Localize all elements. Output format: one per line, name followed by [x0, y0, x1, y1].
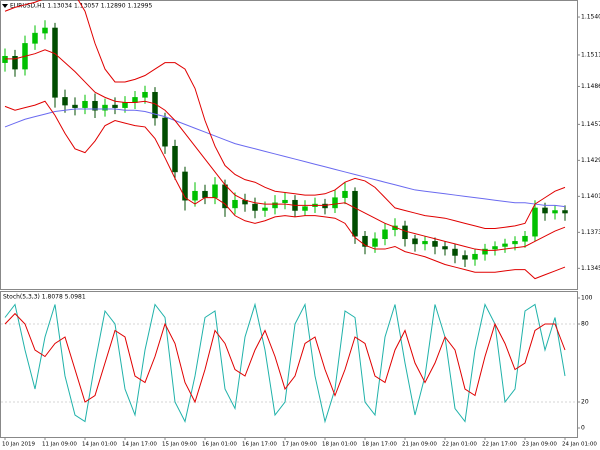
line: [4, 108, 566, 208]
candle-body: [562, 210, 568, 214]
x-tick-label: 11 Jan 09:00: [42, 442, 77, 448]
candle-body: [162, 117, 168, 147]
candle-body: [482, 248, 488, 255]
candle-body: [72, 104, 78, 108]
candle-body: [502, 243, 508, 247]
candle-body: [472, 253, 478, 260]
candle-body: [332, 197, 338, 209]
candle-body: [402, 225, 408, 240]
y-tick-label: 80: [581, 321, 589, 328]
x-tick-label: 18 Jan 01:00: [322, 442, 357, 448]
stoch-panel: [0, 291, 578, 438]
candle-body: [542, 207, 548, 214]
x-tick-label: 14 Jan 17:00: [122, 442, 157, 448]
candle-body: [302, 206, 308, 211]
candle-body: [232, 199, 238, 209]
collapse-icon[interactable]: [2, 4, 8, 8]
x-tick-label: 16 Jan 01:00: [202, 442, 237, 448]
candle-body: [62, 97, 68, 106]
x-tick-label: 21 Jan 09:00: [402, 442, 437, 448]
candle-body: [252, 203, 258, 211]
candle-body: [262, 207, 268, 211]
y-tick-label: 100: [581, 295, 593, 302]
candle-body: [122, 102, 128, 108]
candle-body: [322, 203, 328, 209]
y-tick-label: 1.13450: [581, 265, 600, 272]
x-tick-label: 22 Jan 01:00: [442, 442, 477, 448]
candle-body: [462, 255, 468, 260]
x-tick-label: 24 Jan 01:00: [562, 442, 597, 448]
candle-body: [442, 246, 448, 250]
line: [4, 0, 566, 229]
line: [4, 100, 566, 280]
candle-body: [212, 184, 218, 198]
line: [4, 312, 566, 404]
candle-body: [362, 235, 368, 247]
y-tick-label: 1.15405: [581, 14, 600, 21]
candle-body: [2, 55, 8, 63]
x-tick-label: 15 Jan 09:00: [162, 442, 197, 448]
candle-body: [52, 27, 58, 98]
x-tick-label: 16 Jan 17:00: [242, 442, 277, 448]
candle-body: [12, 55, 18, 70]
candle-body: [532, 207, 538, 237]
candle-body: [172, 145, 178, 173]
candle-body: [182, 171, 188, 201]
y-tick-label: 1.14010: [581, 193, 600, 200]
y-tick-label: 1.14290: [581, 157, 600, 164]
chart-title: EURUSD,H1 1.13034 1.13057 1.12890 1.1299…: [10, 3, 152, 10]
candle-body: [92, 100, 98, 111]
indicator-title: Stoch(5,3,3) 1.8078 5.0981: [3, 294, 86, 301]
candle-body: [102, 104, 108, 111]
line: [5, 49, 566, 251]
candle-body: [42, 27, 48, 34]
x-tick-label: 14 Jan 01:00: [82, 442, 117, 448]
y-tick-label: 1.14570: [581, 121, 600, 128]
candle-body: [342, 190, 348, 198]
y-tick-label: 20: [581, 399, 589, 406]
y-tick-label: 1.13730: [581, 229, 600, 236]
candle-body: [202, 190, 208, 198]
candle-body: [432, 241, 438, 247]
candle-body: [382, 229, 388, 240]
x-tick-label: 17 Jan 09:00: [282, 442, 317, 448]
y-tick-label: 1.15110: [581, 51, 600, 58]
candle-body: [352, 190, 358, 237]
candle-body: [492, 246, 498, 250]
candle-body: [82, 100, 88, 108]
candle-body: [422, 241, 428, 245]
candle-body: [142, 91, 148, 98]
line: [4, 302, 566, 424]
x-tick-label: 18 Jan 17:00: [362, 442, 397, 448]
candle-body: [452, 248, 458, 256]
candle-body: [552, 210, 558, 214]
candle-body: [512, 241, 518, 245]
main-panel: [0, 0, 578, 290]
x-tick-label: 22 Jan 17:00: [482, 442, 517, 448]
y-tick-label: 0: [581, 425, 585, 432]
x-tick-label: 23 Jan 09:00: [522, 442, 557, 448]
candle-body: [272, 202, 278, 209]
candle-body: [32, 32, 38, 44]
candle-body: [132, 97, 138, 103]
candle-body: [372, 238, 378, 247]
candle-body: [282, 199, 288, 204]
candle-body: [192, 190, 198, 201]
y-tick-label: 1.14865: [581, 83, 600, 90]
x-tick-label: 10 Jan 2019: [2, 442, 35, 448]
candle-body: [412, 238, 418, 245]
candle-body: [522, 235, 528, 242]
candle-body: [112, 104, 118, 108]
